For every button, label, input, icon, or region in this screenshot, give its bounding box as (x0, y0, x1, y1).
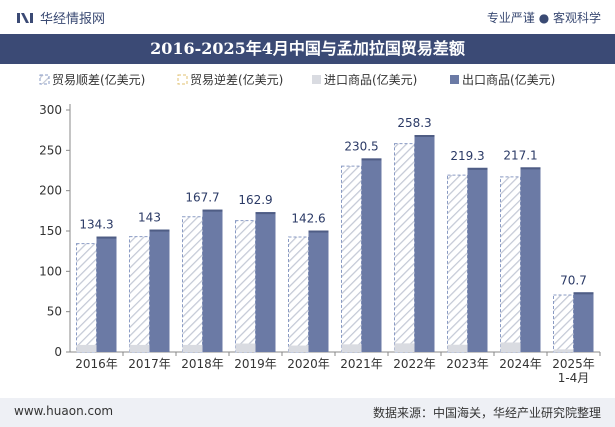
data-label: 258.3 (397, 116, 431, 130)
import-bar (235, 343, 256, 352)
export-bar-top (96, 236, 117, 239)
title-bar (0, 34, 615, 64)
footer-bar (0, 398, 615, 427)
surplus-bar (447, 174, 468, 353)
surplus-bar (76, 243, 97, 353)
export-bar-top (361, 158, 382, 161)
legend: 贸易顺差(亿美元) 贸易逆差(亿美元) 进口商品(亿美元) 出口商品(亿美元) (39, 72, 555, 87)
x-tick-label: 2019年 (234, 357, 277, 371)
data-label: 217.1 (503, 148, 537, 162)
export-bar (414, 135, 435, 352)
data-label: 167.7 (185, 191, 219, 205)
y-tick-label: 100 (39, 264, 62, 278)
data-label: 70.7 (560, 273, 587, 287)
export-bar (96, 236, 117, 352)
website-link[interactable]: www.huaon.com (14, 404, 114, 418)
x-tick-label: 2020年 (287, 357, 330, 371)
x-tick-label: 2024年 (499, 357, 542, 371)
export-bar-top (308, 230, 329, 233)
y-tick-label: 150 (39, 224, 62, 238)
chart-title: 2016-2025年4月中国与孟加拉国贸易差额 (150, 39, 465, 58)
x-tick-label: 2022年 (393, 357, 436, 371)
bar-chart: 贸易顺差(亿美元) 贸易逆差(亿美元) 进口商品(亿美元) 出口商品(亿美元) 0 50… (39, 72, 601, 385)
export-bar (573, 292, 594, 352)
surplus-bar (341, 165, 362, 353)
data-source: 数据来源：中国海关，华经产业研究院整理 (372, 406, 601, 420)
import-bar (129, 344, 150, 352)
legend-swatch (177, 74, 188, 85)
legend-swatch (450, 75, 459, 84)
y-tick-label: 250 (39, 143, 62, 157)
data-labels: 134.3 143 167.7 162.9 142.6 230.5 258.3 219.3 21… (79, 116, 587, 287)
export-bar-top (149, 229, 170, 232)
import-bar (341, 344, 362, 352)
import-bar (394, 343, 415, 352)
surplus-bar (288, 236, 309, 353)
import-bar (553, 349, 574, 352)
export-bar-top (414, 135, 435, 138)
export-bar (255, 212, 276, 352)
x-tick-label: 2016年 (75, 357, 118, 371)
brand-name: 华经情报网 (40, 12, 106, 27)
export-bar-top (573, 292, 594, 295)
y-tick-label: 200 (39, 184, 62, 198)
export-bar-top (255, 212, 276, 215)
export-bar-top (202, 209, 223, 212)
x-tick-label: 2018年 (181, 357, 224, 371)
surplus-bar (182, 216, 203, 353)
legend-swatch (312, 75, 321, 84)
export-bar-top (467, 167, 488, 170)
import-bar (447, 344, 468, 352)
legend-label: 贸易顺差(亿美元) (52, 72, 145, 87)
import-bar (288, 345, 309, 352)
y-tick-label: 0 (54, 345, 62, 359)
brand-logo-icon (17, 12, 33, 23)
export-bar (520, 167, 541, 352)
import-bar (182, 344, 203, 352)
legend-label: 进口商品(亿美元) (324, 72, 417, 87)
surplus-bar (553, 294, 574, 353)
surplus-bar (394, 143, 415, 353)
x-tick-label: 1-4月 (558, 371, 590, 385)
data-label: 134.3 (79, 218, 113, 232)
x-tick-label: 2021年 (340, 357, 383, 371)
data-label: 142.6 (291, 212, 325, 226)
import-bar (500, 342, 521, 352)
surplus-bar (129, 236, 150, 353)
bars (76, 135, 594, 353)
import-bar (76, 344, 97, 352)
legend-item: 出口商品(亿美元) (450, 72, 555, 87)
x-tick-label: 2025年 (552, 357, 595, 371)
legend-label: 出口商品(亿美元) (462, 72, 555, 87)
export-bar (361, 158, 382, 352)
legend-item: 贸易逆差(亿美元) (177, 72, 283, 87)
data-label: 162.9 (238, 193, 272, 207)
brand[interactable]: 华经情报网 (16, 8, 105, 27)
axes: 0 50 100 150 200 250 300 2016年 2017年 2018年 2019年 20… (39, 103, 601, 385)
data-label: 219.3 (450, 149, 484, 163)
export-bar (149, 229, 170, 352)
legend-item: 贸易顺差(亿美元) (39, 72, 145, 87)
legend-swatch (39, 74, 50, 85)
export-bar (308, 230, 329, 352)
x-tick-label: 2023年 (446, 357, 489, 371)
export-bar-top (520, 167, 541, 170)
legend-item: 进口商品(亿美元) (312, 72, 417, 87)
data-label: 230.5 (344, 139, 378, 153)
top-bar: 华经情报网 专业严谨 ● 客观科学 (0, 0, 615, 34)
x-tick-label: 2017年 (128, 357, 171, 371)
surplus-bar (500, 176, 521, 353)
export-bar (202, 209, 223, 352)
y-tick-label: 50 (47, 305, 62, 319)
legend-label: 贸易逆差(亿美元) (190, 72, 283, 87)
data-label: 143 (138, 211, 161, 225)
surplus-bar (235, 220, 256, 353)
export-bar (467, 167, 488, 352)
y-tick-label: 300 (39, 103, 62, 117)
tagline: 专业严谨 ● 客观科学 (486, 11, 601, 25)
